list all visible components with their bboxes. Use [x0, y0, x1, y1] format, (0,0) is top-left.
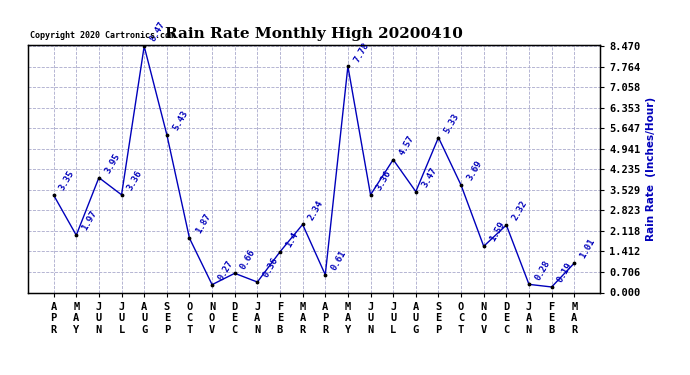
- Text: 0.27: 0.27: [216, 259, 235, 282]
- Text: 2.34: 2.34: [307, 199, 326, 222]
- Text: 7.78: 7.78: [352, 40, 371, 63]
- Text: 3.35: 3.35: [58, 169, 77, 192]
- Text: 5.43: 5.43: [171, 109, 190, 132]
- Text: 0.66: 0.66: [239, 248, 257, 270]
- Title: Rain Rate Monthly High 20200410: Rain Rate Monthly High 20200410: [165, 27, 463, 41]
- Text: 2.32: 2.32: [511, 199, 529, 222]
- Text: 0.28: 0.28: [533, 258, 552, 282]
- Text: 1.87: 1.87: [194, 212, 212, 236]
- Text: 3.69: 3.69: [465, 159, 484, 182]
- Text: 1.59: 1.59: [488, 220, 506, 243]
- Text: 3.36: 3.36: [375, 169, 393, 192]
- Text: 8.47: 8.47: [148, 20, 167, 44]
- Text: 4.57: 4.57: [397, 134, 416, 157]
- Y-axis label: Rain Rate  (Inches/Hour): Rain Rate (Inches/Hour): [646, 97, 656, 241]
- Text: 3.47: 3.47: [420, 166, 439, 189]
- Text: 0.36: 0.36: [262, 256, 280, 279]
- Text: 0.61: 0.61: [329, 249, 348, 272]
- Text: 1.4: 1.4: [284, 231, 300, 249]
- Text: 1.97: 1.97: [81, 209, 99, 232]
- Text: 3.95: 3.95: [103, 152, 121, 175]
- Text: 0.19: 0.19: [556, 261, 574, 284]
- Text: 3.36: 3.36: [126, 169, 144, 192]
- Text: Copyright 2020 Cartronics.com: Copyright 2020 Cartronics.com: [30, 31, 175, 40]
- Text: 5.33: 5.33: [442, 112, 461, 135]
- Text: 1.01: 1.01: [578, 237, 597, 260]
